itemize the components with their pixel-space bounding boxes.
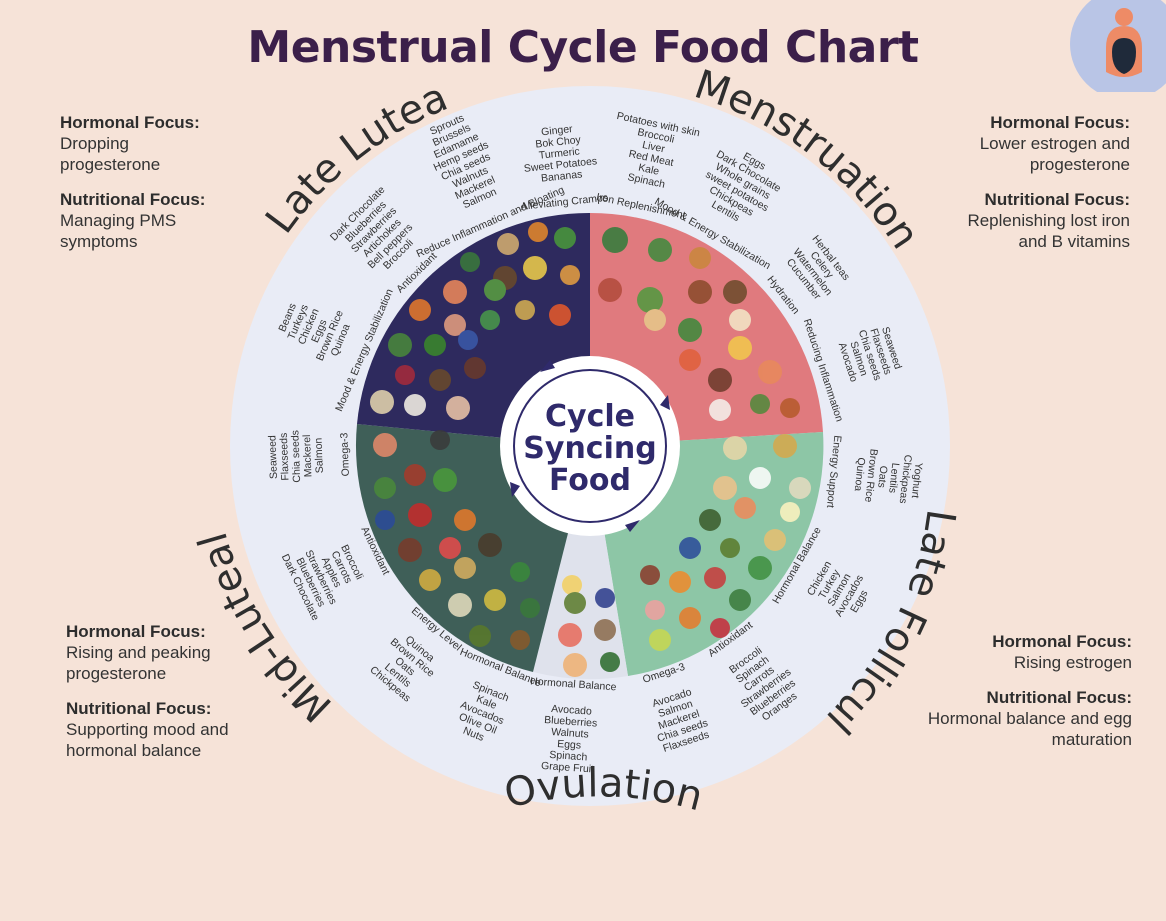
food-item: Mackerel bbox=[301, 434, 314, 477]
food-item: Seaweed bbox=[266, 435, 280, 479]
food-item: Bananas bbox=[540, 168, 582, 184]
food-group: Hormonal BalanceAvocadoBlueberriesWalnut… bbox=[530, 675, 617, 775]
food-item: Bok Choy bbox=[535, 134, 582, 151]
food-item: Walnuts bbox=[551, 726, 589, 741]
avatar-icon bbox=[1070, 0, 1166, 92]
food-item: Turmeric bbox=[538, 146, 580, 162]
food-item: Oats bbox=[875, 465, 889, 488]
center-line-2: Syncing bbox=[523, 431, 656, 466]
food-item: Salmon bbox=[313, 437, 326, 473]
late-follicular-focus: Hormonal Focus: Rising estrogen Nutritio… bbox=[927, 632, 1132, 749]
food-illustrations bbox=[370, 222, 811, 677]
cycle-arrow-icon bbox=[513, 369, 667, 523]
page-title: Menstrual Cycle Food Chart bbox=[247, 22, 919, 73]
food-item: Blueberries bbox=[544, 714, 598, 730]
food-item: Brown Rice bbox=[862, 448, 880, 503]
center-circle bbox=[500, 356, 680, 536]
late-luteal-focus: Hormonal Focus: Dropping progesterone Nu… bbox=[60, 113, 206, 251]
food-item: Chickpeas bbox=[897, 454, 914, 504]
food-item: Flaxseeds bbox=[278, 433, 292, 481]
food-item: Lentils bbox=[886, 462, 901, 493]
food-item: Ginger bbox=[541, 123, 574, 138]
center-line-3: Food bbox=[549, 463, 631, 498]
center-line-1: Cycle bbox=[545, 399, 635, 434]
food-item: Eggs bbox=[557, 738, 582, 752]
food-item: Kale bbox=[637, 162, 660, 178]
food-item: Liver bbox=[641, 139, 666, 156]
food-item: Grape Fruit bbox=[541, 760, 595, 776]
phase-ovulation: Ovulation bbox=[500, 760, 707, 820]
food-item: Avocado bbox=[551, 703, 593, 718]
food-item: Yoghurt bbox=[909, 462, 925, 499]
food-item: Spinach bbox=[549, 749, 588, 764]
food-item: Quinoa bbox=[852, 457, 867, 492]
food-item: Chia seeds bbox=[289, 430, 303, 483]
mid-luteal-focus: Hormonal Focus: Rising and peaking proge… bbox=[66, 622, 229, 760]
menstruation-focus: Hormonal Focus: Lower estrogen and proge… bbox=[967, 113, 1130, 251]
food-group-category: Omega-3 bbox=[338, 432, 352, 476]
